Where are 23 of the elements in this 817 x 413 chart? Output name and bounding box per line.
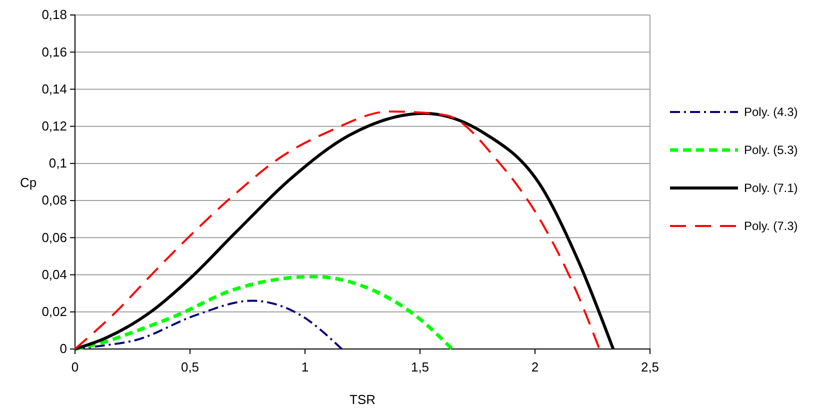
line-series: [73, 274, 454, 351]
x-tick-label: 2: [531, 359, 539, 374]
y-axis-title: Cp: [20, 175, 37, 190]
y-tick-label: 0,1: [48, 156, 67, 171]
y-tick-label: 0,14: [42, 81, 67, 96]
y-tick-label: 0,12: [42, 118, 67, 134]
text: Poly. (7.3): [744, 219, 798, 233]
x-tick-label: 0,5: [180, 359, 200, 374]
y-tick-label: 0: [60, 341, 67, 356]
x-tick-label: 0: [71, 359, 79, 374]
x-tick-label: 2,5: [640, 359, 660, 374]
x-axis-title: TSR: [350, 392, 376, 407]
y-tick-label: 0,08: [42, 192, 67, 208]
text: Poly. (4.3): [744, 105, 798, 119]
y-tick-label: 0,02: [42, 304, 67, 320]
y-tick-label: 0,06: [42, 230, 67, 245]
x-tick-label: 1: [301, 359, 309, 374]
y-tick-label: 0,16: [42, 44, 67, 60]
text: Poly. (5.3): [744, 143, 798, 157]
y-tick-label: 0,18: [42, 7, 67, 22]
y-tick-label: 0,04: [42, 266, 67, 282]
x-tick-label: 1,5: [410, 359, 430, 374]
text: Poly. (7.1): [744, 181, 798, 195]
